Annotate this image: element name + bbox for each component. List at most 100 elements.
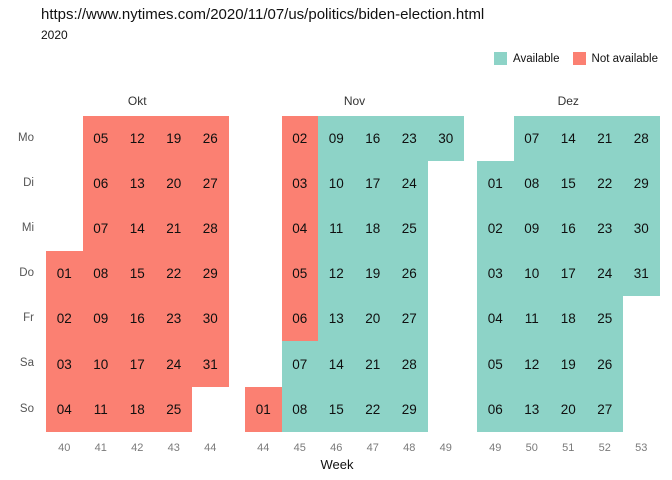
empty-cell bbox=[245, 161, 282, 206]
day-cell-okt-28: 28 bbox=[192, 205, 229, 252]
day-cell-nov-30: 30 bbox=[427, 115, 464, 161]
day-cell-nov-09: 09 bbox=[318, 115, 355, 161]
empty-cell bbox=[46, 116, 83, 161]
day-cell-nov-08: 08 bbox=[281, 386, 318, 432]
day-cell-dez-06: 06 bbox=[477, 386, 514, 432]
day-cell-okt-14: 14 bbox=[119, 205, 156, 252]
day-cell-dez-07: 07 bbox=[513, 115, 550, 161]
day-cell-dez-16: 16 bbox=[550, 205, 587, 252]
day-cell-nov-28: 28 bbox=[391, 341, 428, 387]
day-cell-dez-13: 13 bbox=[513, 386, 550, 432]
day-cell-okt-21: 21 bbox=[155, 205, 192, 252]
day-cell-dez-23: 23 bbox=[586, 205, 623, 252]
day-cell-dez-19: 19 bbox=[550, 341, 587, 387]
day-cell-nov-10: 10 bbox=[318, 160, 355, 206]
empty-cell bbox=[428, 296, 465, 341]
day-cell-nov-25: 25 bbox=[391, 205, 428, 252]
day-cell-dez-25: 25 bbox=[586, 296, 623, 342]
empty-cell bbox=[623, 387, 660, 432]
day-cell-dez-17: 17 bbox=[550, 251, 587, 297]
dow-label-di: Di bbox=[23, 176, 34, 189]
day-cell-nov-27: 27 bbox=[391, 296, 428, 342]
day-cell-okt-13: 13 bbox=[119, 160, 156, 206]
day-cell-nov-02: 02 bbox=[281, 115, 318, 161]
week-number-44: 44 bbox=[204, 441, 217, 454]
day-cell-dez-03: 03 bbox=[477, 251, 514, 297]
empty-cell bbox=[46, 206, 83, 251]
week-axis: 40 41 42 43 44 bbox=[46, 441, 229, 455]
day-cell-nov-29: 29 bbox=[391, 386, 428, 432]
day-cell-dez-04: 04 bbox=[477, 296, 514, 342]
empty-cell bbox=[245, 341, 282, 386]
empty-cell bbox=[46, 161, 83, 206]
day-cell-okt-16: 16 bbox=[119, 296, 156, 342]
week-number-45: 45 bbox=[293, 441, 306, 454]
day-cell-nov-11: 11 bbox=[318, 205, 355, 252]
week-number-44: 44 bbox=[257, 441, 270, 454]
day-cell-dez-30: 30 bbox=[623, 205, 660, 252]
day-cell-dez-31: 31 bbox=[623, 251, 660, 297]
day-cell-okt-09: 09 bbox=[82, 296, 119, 342]
day-cell-dez-18: 18 bbox=[550, 296, 587, 342]
week-number-51: 51 bbox=[562, 441, 575, 454]
day-cell-nov-21: 21 bbox=[354, 341, 391, 387]
day-cell-dez-01: 01 bbox=[477, 160, 514, 206]
day-cell-nov-18: 18 bbox=[354, 205, 391, 252]
week-number-52: 52 bbox=[598, 441, 611, 454]
empty-cell bbox=[428, 251, 465, 296]
month-label: Okt bbox=[127, 94, 147, 108]
week-axis-title: Week bbox=[320, 457, 354, 472]
day-cell-okt-29: 29 bbox=[192, 251, 229, 297]
week-axis: 49 50 51 52 53 bbox=[477, 441, 660, 455]
day-cell-nov-05: 05 bbox=[281, 251, 318, 297]
day-cell-dez-28: 28 bbox=[623, 115, 660, 161]
day-cell-dez-22: 22 bbox=[586, 160, 623, 206]
week-number-50: 50 bbox=[525, 441, 538, 454]
not-available-swatch-icon bbox=[572, 52, 586, 65]
day-cell-okt-30: 30 bbox=[192, 296, 229, 342]
day-cell-dez-20: 20 bbox=[550, 386, 587, 432]
empty-cell bbox=[245, 206, 282, 251]
month-label: Nov bbox=[343, 94, 366, 108]
day-cell-nov-17: 17 bbox=[354, 160, 391, 206]
day-cell-okt-23: 23 bbox=[155, 296, 192, 342]
day-cell-okt-06: 06 bbox=[82, 160, 119, 206]
week-number-42: 42 bbox=[131, 441, 144, 454]
day-cell-nov-24: 24 bbox=[391, 160, 428, 206]
day-cell-nov-13: 13 bbox=[318, 296, 355, 342]
dow-axis: Mo Di Mi Do Fr Sa So bbox=[0, 116, 34, 432]
week-number-49: 49 bbox=[439, 441, 452, 454]
empty-cell bbox=[623, 296, 660, 341]
dow-label-mi: Mi bbox=[21, 221, 34, 234]
day-cell-okt-05: 05 bbox=[82, 115, 119, 161]
day-cell-okt-12: 12 bbox=[119, 115, 156, 161]
week-number-41: 41 bbox=[94, 441, 107, 454]
day-cell-okt-15: 15 bbox=[119, 251, 156, 297]
day-cell-nov-12: 12 bbox=[318, 251, 355, 297]
day-cell-nov-06: 06 bbox=[281, 296, 318, 342]
dow-label-mo: Mo bbox=[18, 131, 34, 144]
day-cell-dez-27: 27 bbox=[586, 386, 623, 432]
day-cell-okt-01: 01 bbox=[46, 251, 83, 297]
empty-cell bbox=[477, 116, 514, 161]
month-grid: 02 09 16 23 30 03 10 17 24 04 11 18 25 05 12 19 26 06 13 20… bbox=[245, 115, 465, 432]
dow-label-so: So bbox=[19, 402, 34, 415]
legend: Available Not available bbox=[494, 52, 658, 65]
day-cell-okt-02: 02 bbox=[46, 296, 83, 342]
week-number-47: 47 bbox=[366, 441, 379, 454]
legend-item-not-available: Not available bbox=[572, 52, 658, 65]
day-cell-nov-19: 19 bbox=[354, 251, 391, 297]
week-number-40: 40 bbox=[58, 441, 71, 454]
week-axis: 44 45 46 47 48 49 bbox=[245, 441, 464, 455]
empty-cell bbox=[245, 251, 282, 296]
available-swatch-icon bbox=[494, 52, 508, 65]
day-cell-nov-15: 15 bbox=[318, 386, 355, 432]
day-cell-dez-05: 05 bbox=[477, 341, 514, 387]
legend-label-not-available: Not available bbox=[591, 52, 658, 65]
empty-cell bbox=[428, 206, 465, 251]
week-number-43: 43 bbox=[167, 441, 180, 454]
day-cell-okt-31: 31 bbox=[192, 341, 229, 387]
page-title: https://www.nytimes.com/2020/11/07/us/po… bbox=[41, 6, 485, 23]
month-label: Dez bbox=[557, 94, 579, 108]
